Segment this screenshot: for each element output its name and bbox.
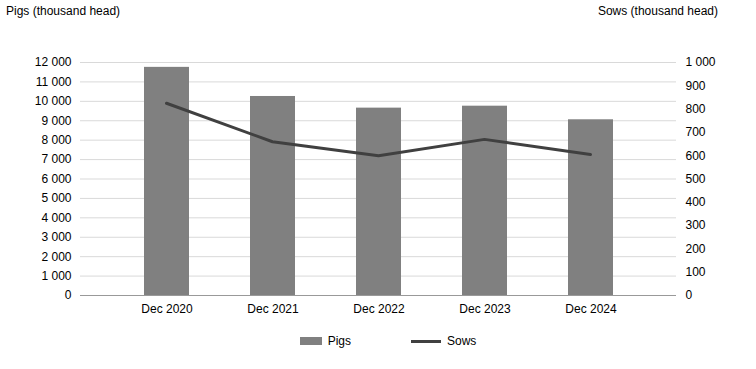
svg-text:400: 400 (686, 195, 706, 209)
svg-text:0: 0 (686, 288, 693, 302)
svg-text:300: 300 (686, 218, 706, 232)
svg-text:100: 100 (686, 265, 706, 279)
svg-text:8 000: 8 000 (41, 133, 71, 147)
html-text:Pigs: Pigs (327, 334, 351, 348)
svg-text:5 000: 5 000 (41, 191, 71, 205)
svg-text:10 000: 10 000 (35, 94, 72, 108)
svg-text:Dec 2020: Dec 2020 (141, 302, 193, 316)
html-text:Sows: Sows (447, 334, 477, 348)
svg-text:200: 200 (686, 242, 706, 256)
svg-text:Dec 2024: Dec 2024 (565, 302, 617, 316)
svg-text:Dec 2023: Dec 2023 (459, 302, 511, 316)
svg-text:1 000: 1 000 (41, 269, 71, 283)
svg-text:2 000: 2 000 (41, 250, 71, 264)
svg-text:500: 500 (686, 172, 706, 186)
svg-text:Dec 2021: Dec 2021 (247, 302, 299, 316)
svg-text:7 000: 7 000 (41, 152, 71, 166)
html-text:Pigs (thousand head): Pigs (thousand head) (6, 4, 121, 18)
svg-text:600: 600 (686, 149, 706, 163)
svg-text:0: 0 (65, 288, 72, 302)
html-text:Sows (thousand head): Sows (thousand head) (597, 4, 718, 18)
svg-text:6 000: 6 000 (41, 172, 71, 186)
svg-text:Dec 2022: Dec 2022 (353, 302, 405, 316)
svg-text:12 000: 12 000 (35, 55, 72, 69)
svg-text:4 000: 4 000 (41, 211, 71, 225)
svg-text:9 000: 9 000 (41, 114, 71, 128)
svg-text:3 000: 3 000 (41, 230, 71, 244)
svg-text:700: 700 (686, 125, 706, 139)
svg-text:11 000: 11 000 (36, 75, 72, 89)
svg-text:900: 900 (686, 79, 706, 93)
svg-text:800: 800 (686, 102, 706, 116)
svg-text:1 000: 1 000 (686, 55, 716, 69)
